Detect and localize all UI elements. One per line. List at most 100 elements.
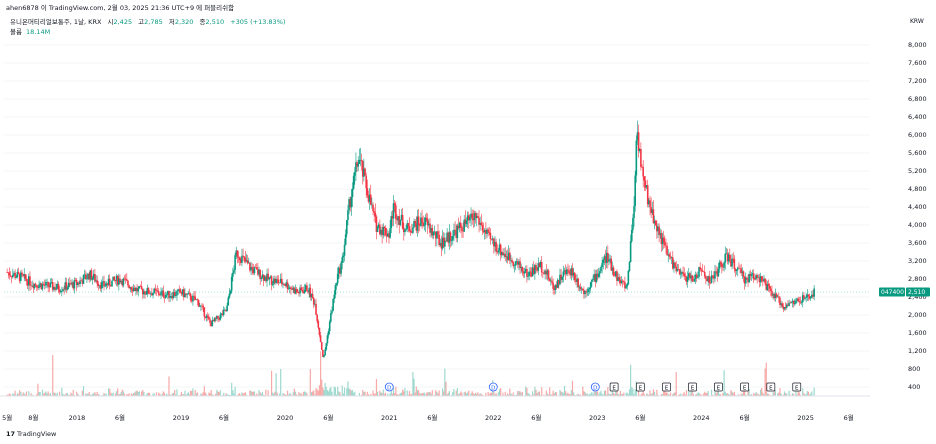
candle-body [14, 272, 16, 278]
volume-bar [566, 393, 568, 396]
volume-bar [45, 391, 47, 396]
candle-body [430, 228, 432, 233]
candle-body [338, 267, 340, 274]
volume-bar [552, 390, 554, 396]
volume-bar [577, 393, 579, 396]
volume-bar [257, 394, 259, 396]
price-tag-bg [906, 287, 930, 297]
volume-bar [104, 394, 106, 396]
candle-body [251, 267, 254, 269]
earnings-marker[interactable] [609, 382, 619, 392]
volume-bar [284, 394, 286, 396]
volume-label[interactable]: 볼륨 [10, 28, 22, 36]
candle-body [204, 316, 207, 318]
high-value: 2,785 [144, 18, 163, 26]
earnings-marker[interactable] [688, 382, 697, 392]
candle-body [505, 256, 508, 257]
volume-bar [661, 394, 664, 396]
candle-body [700, 269, 703, 271]
candle-body [466, 215, 469, 221]
volume-bar [407, 394, 409, 396]
candle-body [657, 226, 659, 232]
volume-bar [796, 394, 798, 396]
volume-bar [470, 393, 472, 396]
volume-bar [478, 394, 480, 396]
candle-body [651, 209, 654, 213]
candle-body [694, 274, 697, 279]
candle-body [304, 285, 307, 290]
candle-body [798, 301, 801, 302]
currency-label[interactable]: KRW [910, 18, 924, 25]
candle-body [776, 296, 779, 298]
candle-body [546, 270, 549, 275]
symbol-line[interactable]: 유니온머티리얼보통주, 1날, KRX [10, 18, 102, 26]
candle-body [812, 294, 814, 297]
volume-bar [244, 392, 246, 396]
volume-bar [598, 394, 600, 396]
candle-body [104, 285, 106, 287]
candle-body [577, 278, 579, 287]
earnings-marker[interactable] [766, 382, 776, 392]
candle-body [422, 222, 424, 226]
candle-body [409, 230, 412, 233]
candle-body [398, 216, 401, 225]
volume-bar [560, 391, 562, 396]
candle-body [258, 269, 260, 275]
candle-body [99, 285, 102, 289]
volume-bar [651, 393, 653, 396]
volume-bar [216, 389, 218, 396]
candle-body [755, 275, 757, 280]
candle-body [382, 226, 385, 236]
candle-body [357, 164, 360, 167]
candle-body [679, 273, 682, 275]
dividend-marker[interactable] [488, 382, 498, 392]
earnings-marker[interactable] [714, 382, 723, 392]
volume-bar [180, 391, 183, 396]
candle-body [725, 253, 728, 254]
candle-body [666, 246, 668, 256]
volume-bar [43, 393, 45, 396]
candle-body [760, 276, 763, 281]
footer-brand[interactable]: 17 TradingView [6, 430, 56, 438]
candle-body [648, 200, 650, 205]
candle-body [358, 160, 361, 165]
volume-bar [190, 390, 192, 396]
volume-bar [294, 391, 297, 396]
volume-bar [251, 391, 253, 396]
candle-body [738, 267, 740, 269]
candle-body [536, 269, 538, 271]
volume-bar [296, 394, 298, 396]
volume-bar [500, 388, 502, 396]
earnings-marker[interactable] [740, 382, 749, 392]
candle-body [163, 296, 166, 298]
candle-body [440, 243, 443, 249]
volume-bar [656, 389, 658, 396]
dividend-marker[interactable] [590, 382, 600, 392]
volume-bar [265, 389, 267, 396]
candle-body [140, 286, 143, 290]
volume-bar [97, 394, 99, 396]
candle-body [267, 273, 269, 280]
volume-bar [798, 392, 800, 396]
candle-body [257, 269, 259, 275]
dividend-marker[interactable] [384, 382, 394, 392]
volume-bar [24, 394, 26, 396]
volume-bar [600, 390, 602, 396]
volume-bar [191, 391, 193, 396]
candle-body [308, 287, 310, 293]
volume-bar [443, 391, 445, 396]
volume-bar [166, 393, 168, 396]
volume-bar [779, 388, 781, 396]
earnings-marker[interactable] [635, 382, 645, 392]
volume-bar [546, 393, 549, 396]
earnings-marker[interactable] [662, 382, 671, 392]
candle-body [10, 276, 13, 278]
candle-body [366, 188, 369, 196]
volume-bar [485, 392, 487, 396]
candle-body [143, 291, 145, 295]
volume-bar [92, 393, 94, 396]
earnings-marker[interactable] [792, 382, 802, 392]
volume-bar [602, 394, 604, 396]
volume-bar [498, 389, 501, 396]
